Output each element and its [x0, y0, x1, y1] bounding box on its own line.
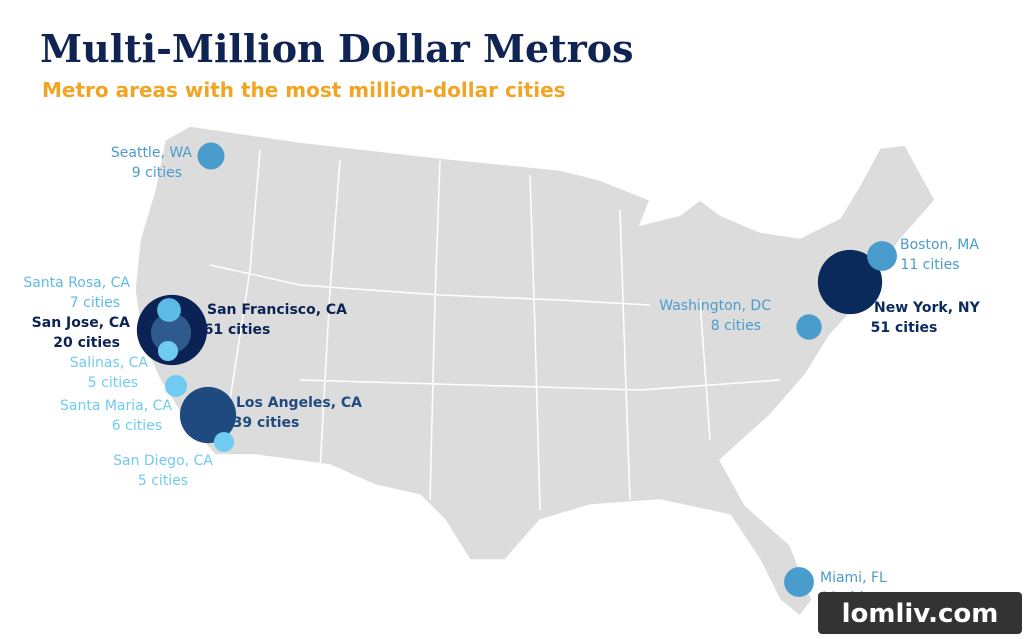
metro-count: 9 cities: [132, 165, 182, 181]
metro-bubble: [150, 312, 192, 354]
metro-bubble: [164, 374, 188, 398]
metro-name: San Jose, CA: [32, 315, 130, 331]
metro-name: Santa Rosa, CA: [23, 275, 130, 291]
metro-count: 5 cities: [138, 473, 188, 489]
metro-bubble: [867, 241, 897, 271]
metro-name: Washington, DC: [659, 298, 771, 314]
subtitle: Metro areas with the most million-dollar…: [42, 78, 566, 102]
metro-count: 39 cities: [233, 415, 300, 431]
metro-bubble: [197, 142, 225, 170]
metro-name: Seattle, WA: [111, 145, 193, 161]
metro-bubble: [784, 567, 814, 597]
metro-bubble: [157, 298, 181, 322]
metro-name: Miami, FL: [820, 570, 887, 586]
state-lines: [209, 149, 781, 511]
metro-name: Los Angeles, CA: [236, 395, 362, 411]
metro-bubble: [179, 386, 237, 444]
metro-bubble: [817, 249, 883, 315]
metro-name: San Diego, CA: [113, 453, 213, 469]
us-outline: [134, 125, 936, 618]
title: Multi-Million Dollar Metros: [40, 26, 634, 71]
metro-count: 6 cities: [112, 418, 162, 434]
watermark-box: lomliv.com: [818, 592, 1022, 634]
metro-count: 8 cities: [711, 318, 761, 334]
metro-count: 20 cities: [53, 335, 120, 351]
metro-name: New York, NY: [874, 300, 981, 316]
metro-count: 61 cities: [204, 322, 271, 338]
metro-bubble: [157, 340, 179, 362]
metro-name: Boston, MA: [900, 237, 979, 253]
metro-name: Salinas, CA: [70, 355, 149, 371]
metro-count: 5 cities: [88, 375, 138, 391]
metro-count: 51 cities: [871, 320, 938, 336]
metro-bubble: [213, 431, 235, 453]
metro-bubble: [796, 314, 822, 340]
metro-name: Santa Maria, CA: [60, 398, 172, 414]
watermark: lomliv.com: [842, 599, 999, 629]
metro-count: 7 cities: [70, 295, 120, 311]
metro-count: 11 cities: [900, 257, 959, 273]
metro-name: San Francisco, CA: [207, 302, 347, 318]
